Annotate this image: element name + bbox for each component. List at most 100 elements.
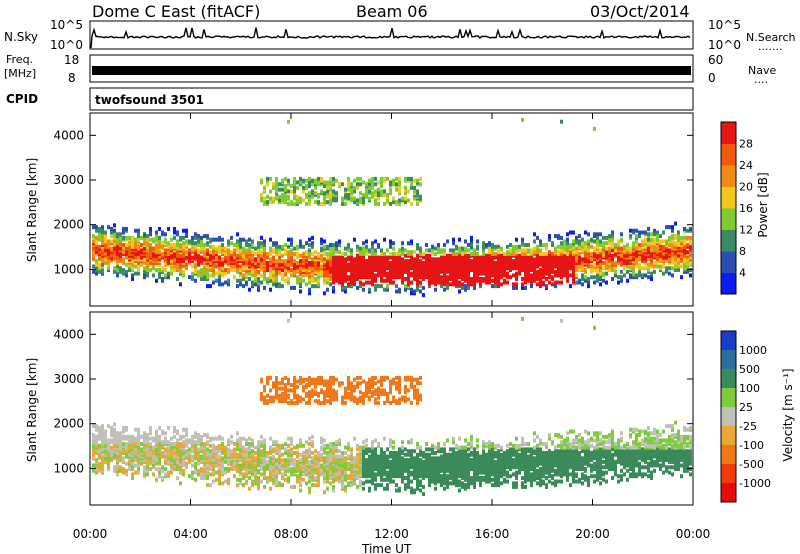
velocity-cell (293, 461, 296, 466)
velocity-cell (236, 483, 239, 488)
velocity-cell (314, 483, 317, 488)
velocity-cell (149, 436, 152, 441)
power-cell (641, 239, 644, 244)
power-cell (455, 251, 458, 256)
power-cell (386, 192, 389, 197)
power-cell (530, 264, 533, 269)
power-cell (254, 257, 257, 262)
power-cell (611, 248, 614, 253)
power-cell (248, 271, 251, 276)
velocity-cell (302, 443, 305, 448)
velocity-cell (308, 383, 311, 388)
power-cell (674, 221, 677, 226)
velocity-cell (173, 442, 176, 447)
power-cell (569, 250, 572, 255)
power-cell (521, 276, 524, 281)
power-cell (446, 275, 449, 280)
power-cell (125, 255, 128, 260)
velocity-cell (323, 479, 326, 484)
velocity-cell (308, 379, 311, 384)
power-cell (584, 278, 587, 283)
power-cell (302, 185, 305, 190)
velocity-cell (221, 481, 224, 486)
velocity-cell (119, 445, 122, 450)
velocity-cell (296, 397, 299, 402)
power-cell (617, 280, 620, 285)
velocity-cell (239, 467, 242, 472)
power-cell (218, 250, 221, 255)
power-cell (668, 248, 671, 253)
velocity-cell (233, 474, 236, 479)
power-cell (641, 230, 644, 235)
velocity-cell (155, 429, 158, 434)
power-cell (689, 244, 692, 249)
power-cell (143, 246, 146, 251)
velocity-cell (287, 393, 290, 398)
power-cell (245, 260, 248, 265)
power-cell (689, 235, 692, 240)
power-cell (659, 264, 662, 269)
velocity-cell (299, 438, 302, 443)
velocity-cell (113, 422, 116, 427)
power-cell (95, 266, 98, 271)
velocity-cell (275, 375, 278, 380)
power-cell (395, 176, 398, 181)
velocity-cell (329, 442, 332, 447)
power-cell (422, 293, 425, 298)
velocity-cell (275, 458, 278, 463)
power-cell (605, 280, 608, 285)
velocity-cell (236, 447, 239, 452)
power-cell (212, 273, 215, 278)
power-cell (302, 251, 305, 256)
power-cell (320, 237, 323, 242)
power-cell (527, 271, 530, 276)
velocity-cell (281, 475, 284, 480)
power-cell (611, 253, 614, 258)
power-cell (407, 176, 410, 181)
power-cell (101, 235, 104, 240)
power-cell (596, 241, 599, 246)
velocity-cell (308, 459, 311, 464)
power-cell (389, 239, 392, 244)
velocity-cell (296, 477, 299, 482)
power-cell (377, 255, 380, 260)
power-cell (557, 250, 560, 255)
power-cell (380, 189, 383, 194)
power-cell (548, 250, 551, 255)
power-cell (425, 253, 428, 258)
power-cell (146, 237, 149, 242)
power-cell (392, 246, 395, 251)
velocity-cell (296, 474, 299, 479)
velocity-cell (197, 442, 200, 447)
power-cell (368, 255, 371, 260)
power-cell (482, 244, 485, 249)
power-cell (104, 257, 107, 262)
velocity-cell (176, 442, 179, 447)
velocity-cell (278, 386, 281, 391)
velocity-cell (278, 397, 281, 402)
power-cell (437, 264, 440, 269)
velocity-cell (335, 477, 338, 482)
power-cell (200, 268, 203, 273)
power-cell (368, 259, 371, 264)
velocity-cell (329, 397, 332, 402)
power-cell (290, 184, 293, 189)
power-cell (539, 282, 542, 287)
power-cell (410, 280, 413, 285)
velocity-cell (299, 488, 302, 493)
power-cell (653, 228, 656, 233)
power-cell (266, 251, 269, 256)
power-cell (215, 255, 218, 260)
power-cell (173, 260, 176, 265)
power-cell (542, 280, 545, 285)
power-cell (323, 191, 326, 196)
power-cell (197, 237, 200, 242)
power-cell (629, 234, 632, 239)
velocity-cell (317, 399, 320, 404)
power-cell (227, 251, 230, 256)
power-cell (365, 280, 368, 285)
velocity-cell (170, 452, 173, 457)
power-cell (374, 182, 377, 187)
power-cell (608, 264, 611, 269)
